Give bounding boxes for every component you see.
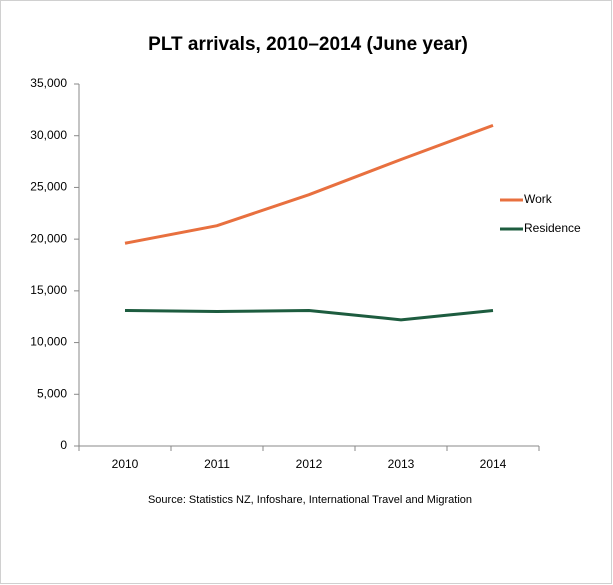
y-tick-label: 15,000 xyxy=(30,283,67,297)
data-line xyxy=(124,309,494,322)
y-tick-label: 35,000 xyxy=(30,76,67,90)
y-tick-label: 20,000 xyxy=(30,231,67,245)
y-tick-label: 30,000 xyxy=(30,128,67,142)
legend-label: Work xyxy=(524,192,553,206)
chart-title: PLT arrivals, 2010–2014 (June year) xyxy=(148,34,468,55)
y-tick-label: 10,000 xyxy=(30,335,67,349)
y-tick-label: 0 xyxy=(60,438,67,452)
legend-label: Residence xyxy=(524,221,581,235)
x-tick-label: 2014 xyxy=(480,457,507,471)
data-line xyxy=(124,123,494,245)
source-note: Source: Statistics NZ, Infoshare, Intern… xyxy=(148,494,472,506)
y-tick-label: 5,000 xyxy=(37,386,67,400)
x-tick-label: 2010 xyxy=(112,457,139,471)
x-tick-label: 2012 xyxy=(296,457,323,471)
x-tick-label: 2013 xyxy=(388,457,415,471)
x-tick-label: 2011 xyxy=(204,457,230,471)
y-tick-label: 25,000 xyxy=(30,180,67,194)
